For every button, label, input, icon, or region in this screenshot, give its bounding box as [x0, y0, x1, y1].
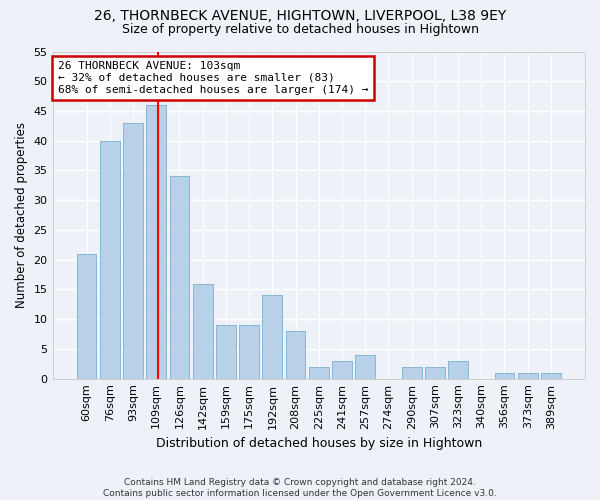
Bar	[286, 331, 305, 378]
X-axis label: Distribution of detached houses by size in Hightown: Distribution of detached houses by size …	[155, 437, 482, 450]
Bar	[193, 284, 212, 378]
Text: 26, THORNBECK AVENUE, HIGHTOWN, LIVERPOOL, L38 9EY: 26, THORNBECK AVENUE, HIGHTOWN, LIVERPOO…	[94, 9, 506, 23]
Bar	[123, 123, 143, 378]
Bar	[146, 105, 166, 378]
Bar	[100, 140, 119, 378]
Bar	[262, 296, 282, 378]
Bar	[541, 372, 561, 378]
Bar	[216, 325, 236, 378]
Bar	[77, 254, 97, 378]
Text: Contains HM Land Registry data © Crown copyright and database right 2024.
Contai: Contains HM Land Registry data © Crown c…	[103, 478, 497, 498]
Bar	[448, 361, 468, 378]
Bar	[355, 355, 375, 378]
Bar	[170, 176, 190, 378]
Bar	[425, 367, 445, 378]
Bar	[518, 372, 538, 378]
Bar	[332, 361, 352, 378]
Text: 26 THORNBECK AVENUE: 103sqm
← 32% of detached houses are smaller (83)
68% of sem: 26 THORNBECK AVENUE: 103sqm ← 32% of det…	[58, 62, 368, 94]
Text: Size of property relative to detached houses in Hightown: Size of property relative to detached ho…	[121, 22, 479, 36]
Y-axis label: Number of detached properties: Number of detached properties	[15, 122, 28, 308]
Bar	[239, 325, 259, 378]
Bar	[494, 372, 514, 378]
Bar	[309, 367, 329, 378]
Bar	[402, 367, 422, 378]
